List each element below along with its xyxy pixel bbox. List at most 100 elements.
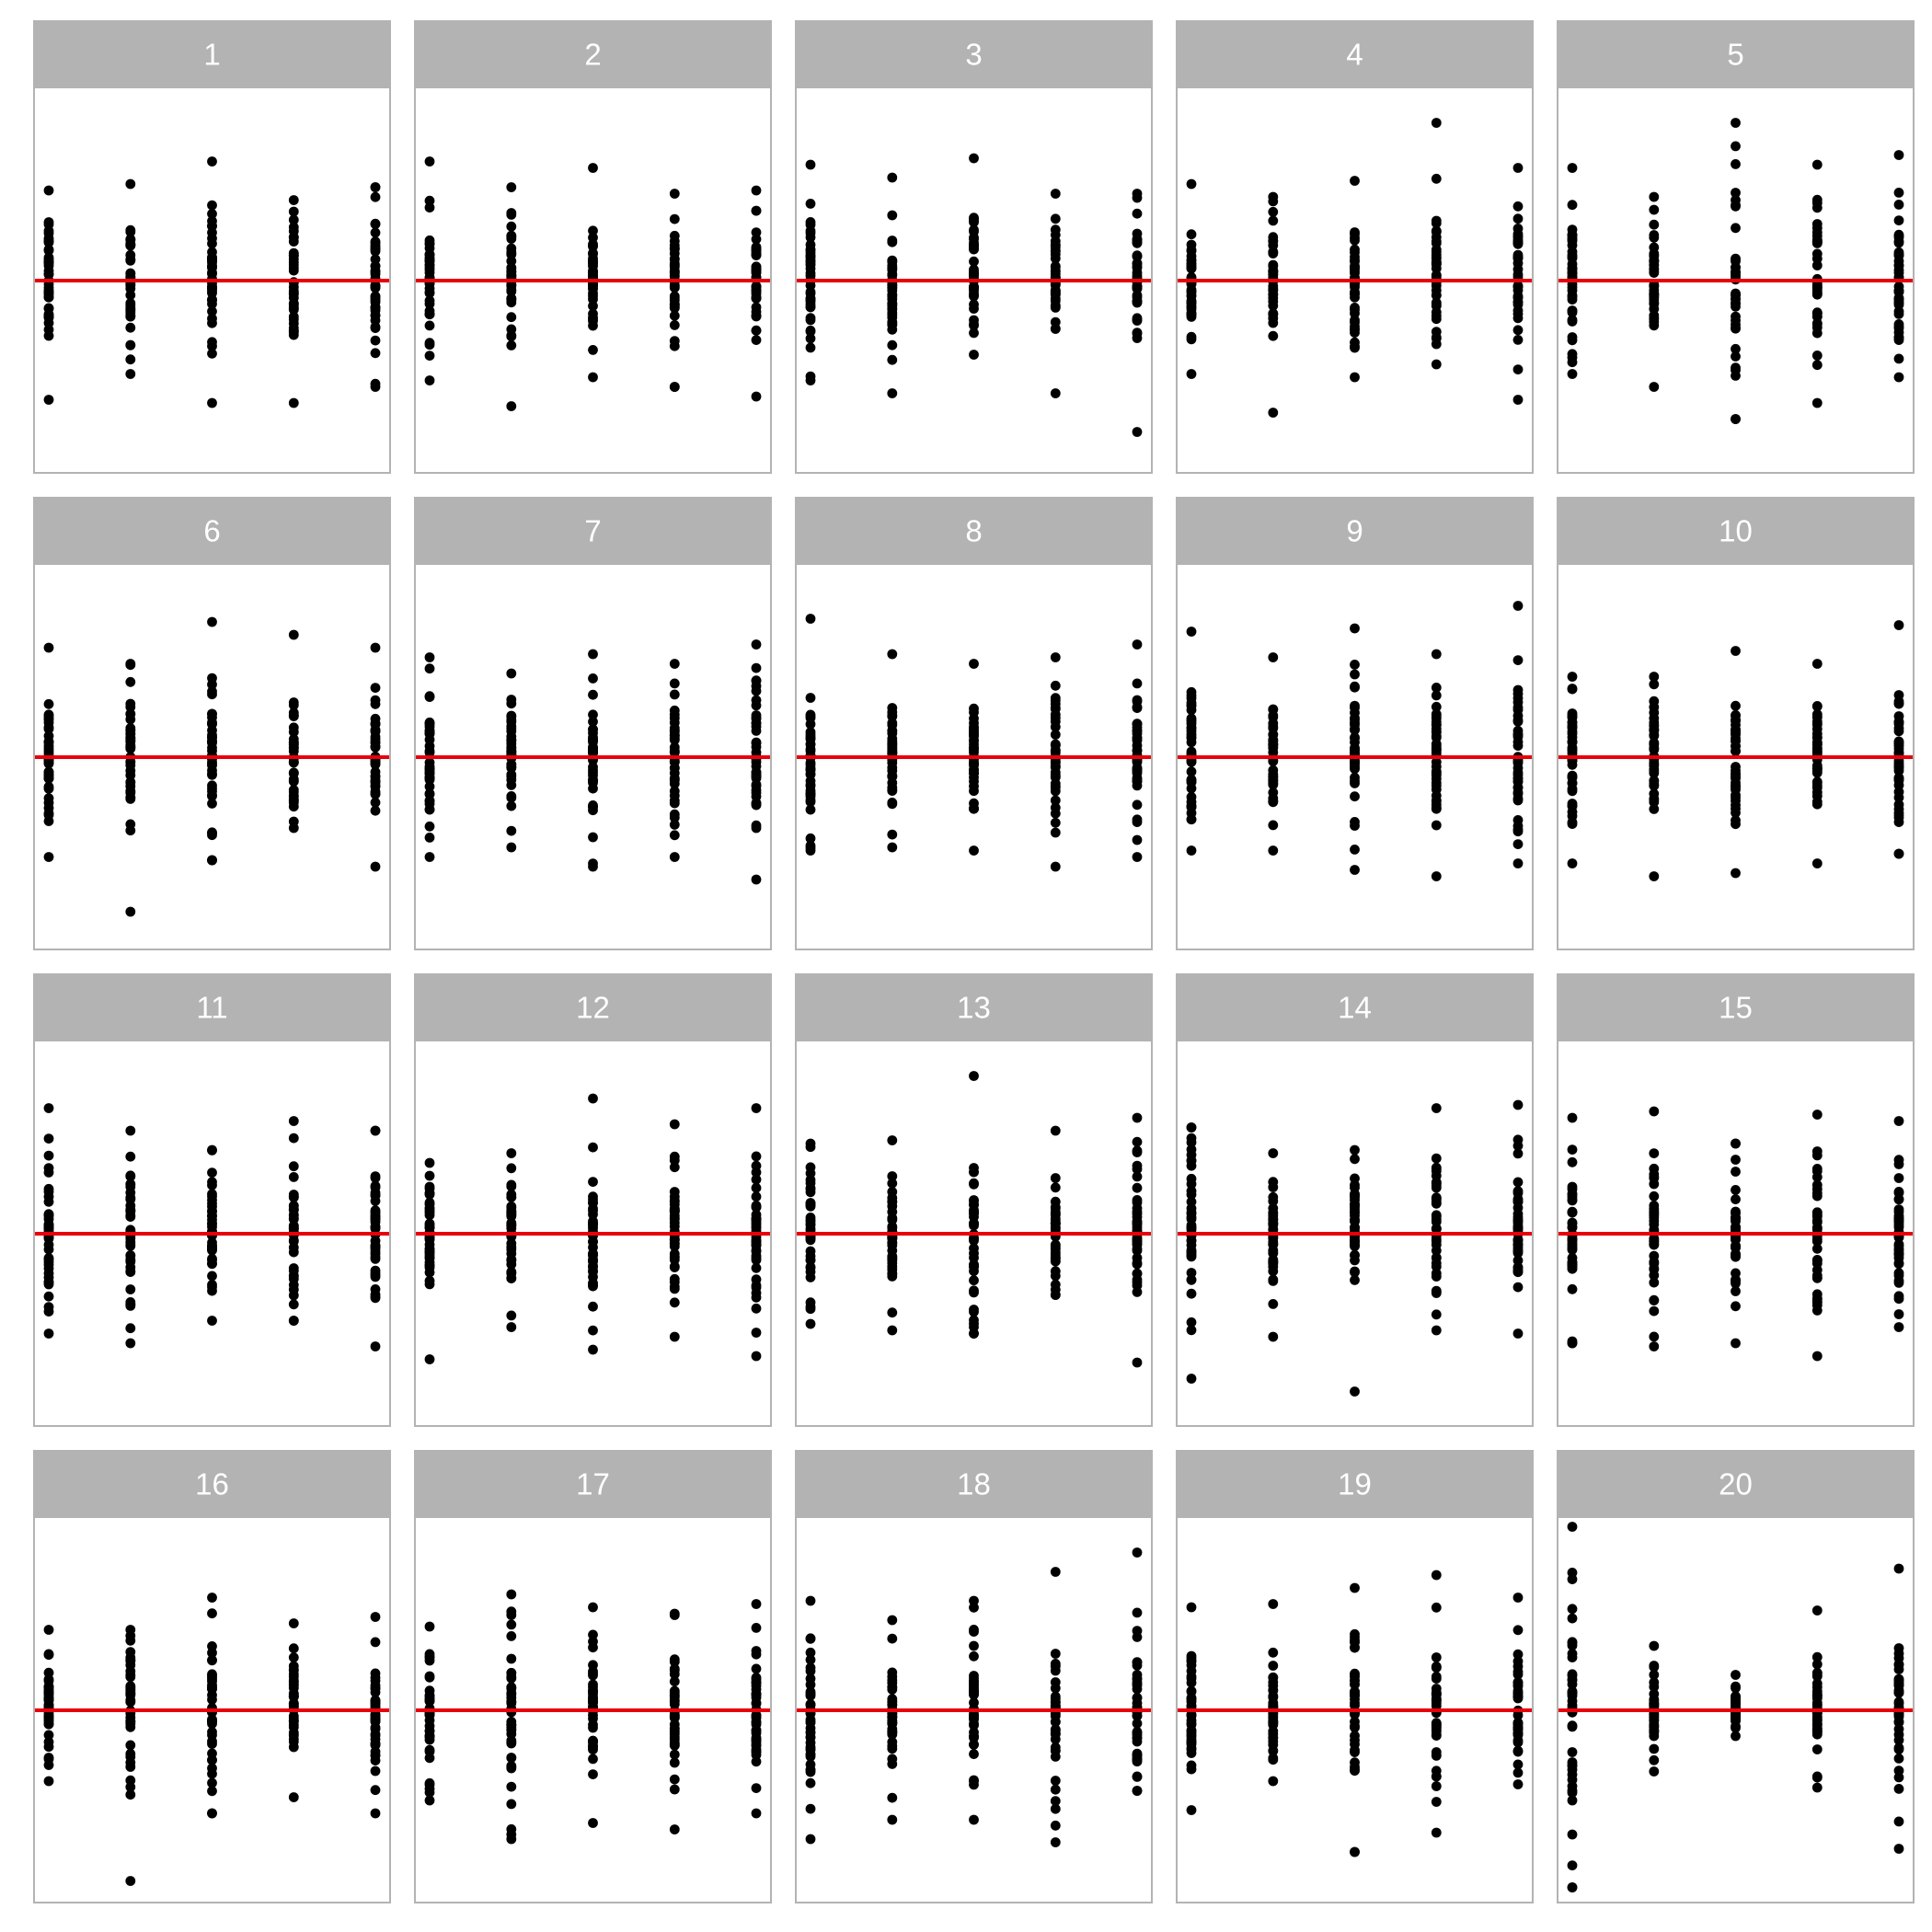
data-point — [887, 1741, 898, 1752]
data-point — [588, 1301, 598, 1312]
data-point — [288, 1697, 299, 1708]
data-point — [805, 1737, 816, 1748]
data-point — [207, 616, 217, 627]
data-point — [288, 768, 299, 778]
data-point — [1350, 1686, 1360, 1697]
data-point — [969, 845, 979, 856]
data-point — [1050, 782, 1061, 793]
data-point — [669, 280, 680, 291]
data-point — [669, 1689, 680, 1700]
data-point — [1132, 740, 1143, 751]
data-point — [288, 1133, 299, 1144]
data-point — [805, 1162, 816, 1173]
data-point — [506, 247, 517, 258]
data-point — [424, 320, 435, 331]
data-point — [43, 1730, 54, 1741]
data-point — [1567, 1258, 1578, 1269]
data-point — [370, 1751, 381, 1761]
data-point — [588, 1242, 598, 1253]
data-point — [207, 1202, 217, 1212]
data-point — [669, 340, 680, 351]
data-point — [1431, 871, 1442, 881]
data-point — [1512, 364, 1524, 374]
data-point — [506, 1191, 517, 1202]
data-point — [1268, 1239, 1279, 1249]
data-point — [1050, 740, 1061, 751]
data-point — [1512, 1223, 1524, 1233]
data-point — [1567, 1112, 1578, 1123]
data-point — [1567, 1604, 1578, 1615]
panel-1: 1 — [33, 20, 391, 474]
data-point — [43, 1675, 54, 1686]
data-point — [805, 1749, 816, 1760]
data-point — [1268, 1148, 1279, 1158]
data-point — [588, 1093, 598, 1104]
data-point — [288, 737, 299, 748]
data-point — [288, 300, 299, 310]
data-point — [1431, 717, 1442, 728]
data-point — [1811, 1659, 1823, 1670]
data-point — [969, 1204, 979, 1215]
data-point — [1132, 1786, 1143, 1796]
data-point — [1431, 802, 1442, 812]
data-point — [751, 1191, 762, 1202]
data-point — [1132, 1670, 1143, 1680]
data-point — [125, 178, 136, 190]
data-point — [43, 1649, 54, 1660]
data-point — [1050, 1242, 1061, 1253]
data-point — [1731, 792, 1741, 803]
data-point — [1512, 285, 1524, 295]
data-point — [751, 1623, 762, 1633]
data-point — [1811, 858, 1823, 868]
data-point — [1811, 1719, 1823, 1730]
data-point — [969, 1179, 979, 1190]
data-point — [1350, 244, 1360, 255]
data-point — [1350, 764, 1360, 775]
data-point — [588, 832, 598, 843]
data-point — [805, 199, 816, 209]
data-point — [969, 282, 979, 293]
data-point — [1268, 1299, 1279, 1309]
data-point — [1512, 1730, 1524, 1741]
data-point — [43, 722, 54, 732]
data-point — [288, 1716, 299, 1727]
data-point — [1649, 679, 1660, 690]
data-point — [805, 247, 816, 259]
data-point — [1567, 1207, 1578, 1218]
data-point — [207, 1593, 217, 1603]
data-point — [751, 227, 762, 237]
data-point — [43, 1625, 54, 1635]
data-point — [1268, 196, 1279, 207]
data-point — [588, 1769, 598, 1779]
panel-label: 19 — [1338, 1467, 1372, 1501]
data-point — [1350, 1190, 1360, 1202]
data-point — [1132, 799, 1143, 811]
data-point — [1268, 776, 1279, 786]
data-point — [207, 156, 217, 167]
data-point — [1567, 332, 1578, 342]
data-point — [288, 1192, 299, 1202]
data-point — [207, 855, 217, 866]
data-point — [1512, 1099, 1524, 1110]
data-point — [805, 1647, 816, 1658]
data-point — [1567, 1144, 1578, 1155]
data-point — [1350, 292, 1360, 303]
data-point — [1186, 229, 1197, 240]
data-point — [1567, 772, 1578, 783]
data-point — [207, 673, 217, 684]
data-point — [207, 348, 217, 359]
data-point — [805, 371, 816, 382]
data-point — [1731, 1194, 1741, 1204]
data-point — [1731, 1167, 1741, 1177]
data-point — [1512, 308, 1524, 319]
data-point — [1132, 1145, 1143, 1156]
data-point — [1512, 1759, 1524, 1770]
data-point — [751, 1255, 762, 1265]
data-point — [370, 1731, 381, 1741]
data-point — [805, 711, 816, 722]
data-point — [1512, 1666, 1524, 1677]
data-point — [1268, 408, 1279, 418]
data-point — [43, 1196, 54, 1207]
data-point — [1132, 261, 1143, 271]
